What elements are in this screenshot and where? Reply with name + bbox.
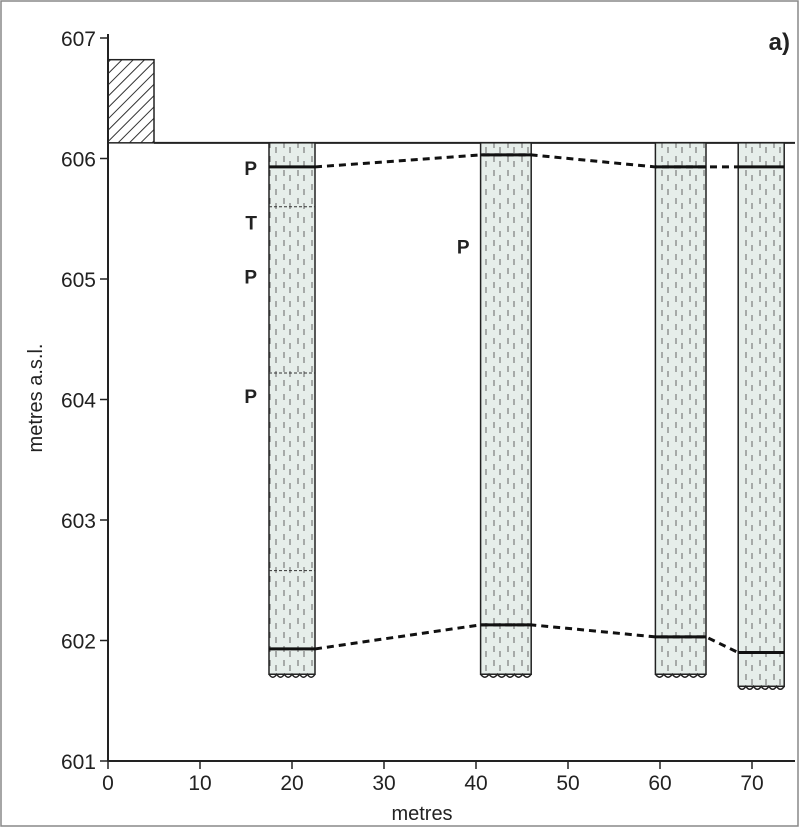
x-tick-label: 50 <box>556 772 579 795</box>
annotation-label: P <box>457 237 470 258</box>
correlation-line-upper <box>314 153 739 169</box>
column-body <box>737 142 785 688</box>
x-tick-label: 30 <box>372 772 395 795</box>
x-tick-label: 0 <box>102 772 114 795</box>
annotations: P T P P P <box>244 159 470 408</box>
sediment-column <box>737 142 785 691</box>
hatched-block <box>107 58 155 144</box>
y-tick-label: 605 <box>61 269 96 292</box>
column-base-wave <box>654 672 707 678</box>
hatched-rectangle <box>107 58 155 144</box>
x-tick-label: 70 <box>740 772 763 795</box>
y-tick-label: 601 <box>61 751 96 774</box>
x-axis-title: metres <box>391 803 452 825</box>
column-base-wave <box>479 672 532 678</box>
column-body <box>268 142 316 675</box>
y-tick-label: 602 <box>61 631 96 654</box>
y-axis-title: metres a.s.l. <box>25 344 47 453</box>
y-tick-label: 607 <box>61 28 96 51</box>
sediment-column <box>479 142 532 678</box>
sediment-column <box>268 142 316 678</box>
annotation-label: P <box>244 387 257 408</box>
column-body <box>479 142 532 675</box>
y-tick-label: 606 <box>61 149 96 172</box>
annotation-label: P <box>244 268 257 289</box>
panel-label: a) <box>769 29 790 56</box>
x-tick-label: 60 <box>648 772 671 795</box>
y-tick-label: 604 <box>61 390 96 413</box>
correlation-line-lower <box>314 623 739 654</box>
correlation-lines <box>314 153 739 654</box>
column-base-wave <box>737 684 785 691</box>
column-body <box>654 142 707 675</box>
x-tick-label: 20 <box>280 772 303 795</box>
x-tick-label: 10 <box>188 772 211 795</box>
sediment-columns <box>268 142 785 691</box>
column-base-wave <box>268 672 316 678</box>
annotation-label: P <box>244 159 257 180</box>
y-tick-label: 603 <box>61 510 96 533</box>
annotation-label: T <box>245 213 257 234</box>
x-tick-label: 40 <box>464 772 487 795</box>
sediment-column <box>654 142 707 678</box>
